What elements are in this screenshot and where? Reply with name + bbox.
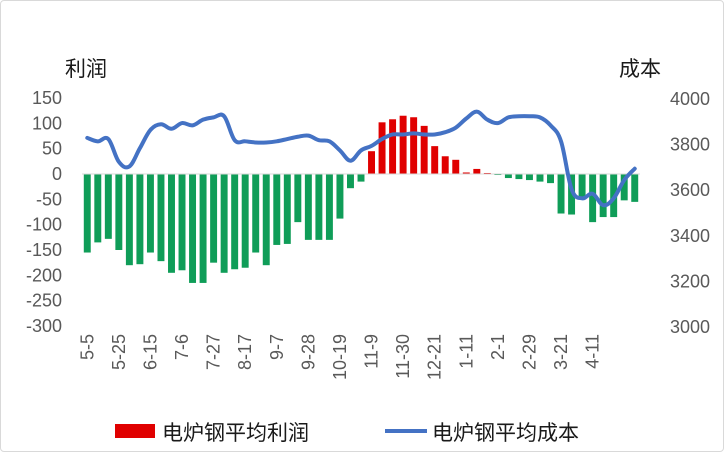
legend-swatch-profit	[115, 424, 155, 438]
profit-bar	[525, 174, 533, 181]
left-tick-label: -300	[26, 316, 62, 336]
profit-bar	[441, 156, 449, 174]
profit-bar	[241, 174, 249, 268]
profit-bar	[494, 174, 502, 176]
profit-bar	[168, 174, 175, 273]
right-tick-label: 3600	[670, 180, 710, 200]
right-tick-label: 3800	[670, 135, 710, 155]
profit-bar	[578, 174, 586, 200]
profit-bar	[568, 174, 576, 215]
left-tick-label: 100	[32, 113, 62, 133]
x-tick-label: 11-30	[393, 334, 413, 379]
cost-line	[85, 109, 637, 208]
profit-bar	[262, 174, 270, 266]
profit-bar	[589, 174, 597, 223]
left-tick-label: -150	[26, 240, 62, 260]
left-tick-label: 150	[32, 88, 62, 108]
profit-bar	[599, 174, 607, 218]
x-tick-label: 4-11	[583, 334, 603, 369]
profit-bar	[347, 174, 354, 189]
legend: 电炉钢平均利润 电炉钢平均成本	[115, 421, 579, 445]
x-tick-label: 9-7	[267, 334, 287, 360]
profit-bar	[462, 172, 470, 174]
profit-bar	[357, 174, 365, 182]
x-tick-label: 8-17	[235, 334, 255, 370]
profit-bar	[336, 174, 344, 219]
profit-bar	[115, 174, 123, 250]
profit-bar	[231, 174, 239, 270]
profit-bars	[83, 115, 639, 283]
profit-bar	[136, 174, 144, 265]
x-axis-ticks: 5-5 5-25 6-15 7-6 7-27 8-17 9-7 9-28 10-19 11-9 11…	[77, 334, 602, 380]
right-tick-label: 4000	[670, 89, 710, 109]
x-tick-label: 5-5	[77, 334, 97, 360]
profit-bar	[294, 174, 302, 223]
profit-bar	[83, 174, 91, 253]
profit-bar	[536, 174, 544, 182]
left-axis-ticks: 150 100 50 0 -50 -100 -150 -200 -250 -300	[26, 88, 62, 336]
x-tick-label: 9-28	[298, 334, 318, 370]
profit-bar	[94, 174, 102, 243]
profit-bar	[199, 174, 207, 283]
left-tick-label: 50	[42, 139, 62, 159]
profit-bar	[325, 174, 333, 240]
profit-bar	[189, 174, 197, 283]
x-tick-label: 11-9	[362, 334, 382, 369]
x-tick-label: 12-21	[425, 334, 445, 380]
left-tick-label: -200	[26, 265, 62, 285]
right-axis-ticks: 4000 3800 3600 3400 3200 3000	[670, 89, 710, 337]
profit-bar	[368, 151, 375, 174]
right-axis-unit: 成本	[619, 57, 661, 81]
cost-line-layer	[85, 109, 637, 208]
right-tick-label: 3200	[670, 271, 710, 291]
profit-bar	[220, 174, 228, 273]
profit-bar	[557, 174, 565, 214]
left-axis-unit: 利润	[65, 57, 107, 81]
profit-bar	[504, 174, 512, 179]
profit-bar	[410, 117, 418, 174]
left-tick-label: -50	[36, 189, 62, 209]
profit-bar	[420, 125, 428, 174]
x-tick-label: 7-6	[172, 334, 192, 360]
right-tick-label: 3000	[670, 317, 710, 337]
profit-bar	[252, 174, 260, 253]
x-tick-label: 10-19	[330, 334, 350, 380]
left-tick-label: 0	[52, 164, 62, 184]
profit-bar	[273, 174, 281, 245]
profit-bar	[547, 174, 554, 184]
profit-bar	[389, 119, 397, 174]
profit-bar	[304, 174, 312, 240]
profit-bar	[104, 174, 112, 239]
left-tick-label: -100	[26, 215, 62, 235]
x-tick-label: 2-29	[520, 334, 540, 370]
profit-bar	[399, 115, 407, 174]
legend-label-profit: 电炉钢平均利润	[162, 421, 309, 445]
x-tick-label: 1-11	[456, 334, 476, 369]
profit-bar	[631, 174, 639, 202]
profit-bar	[146, 174, 154, 253]
profit-bar	[483, 172, 491, 174]
x-tick-label: 6-15	[140, 334, 160, 370]
profit-bar	[178, 174, 186, 271]
left-tick-label: -250	[26, 291, 62, 311]
profit-bar	[452, 159, 460, 174]
profit-bar	[210, 174, 218, 263]
profit-bar	[125, 174, 133, 266]
profit-bar	[473, 168, 481, 174]
profit-bar	[620, 174, 628, 201]
x-tick-label: 7-27	[204, 334, 224, 370]
profit-bar	[515, 174, 523, 180]
profit-bar	[378, 122, 386, 174]
profit-bar	[157, 174, 165, 262]
profit-bar	[431, 146, 439, 174]
profit-bar	[315, 174, 323, 240]
right-tick-label: 3400	[670, 226, 710, 246]
x-tick-label: 2-1	[488, 334, 508, 360]
x-tick-label: 5-25	[109, 334, 129, 370]
profit-bar	[283, 174, 291, 244]
legend-label-cost: 电炉钢平均成本	[432, 421, 579, 445]
x-tick-label: 3-21	[551, 334, 571, 370]
